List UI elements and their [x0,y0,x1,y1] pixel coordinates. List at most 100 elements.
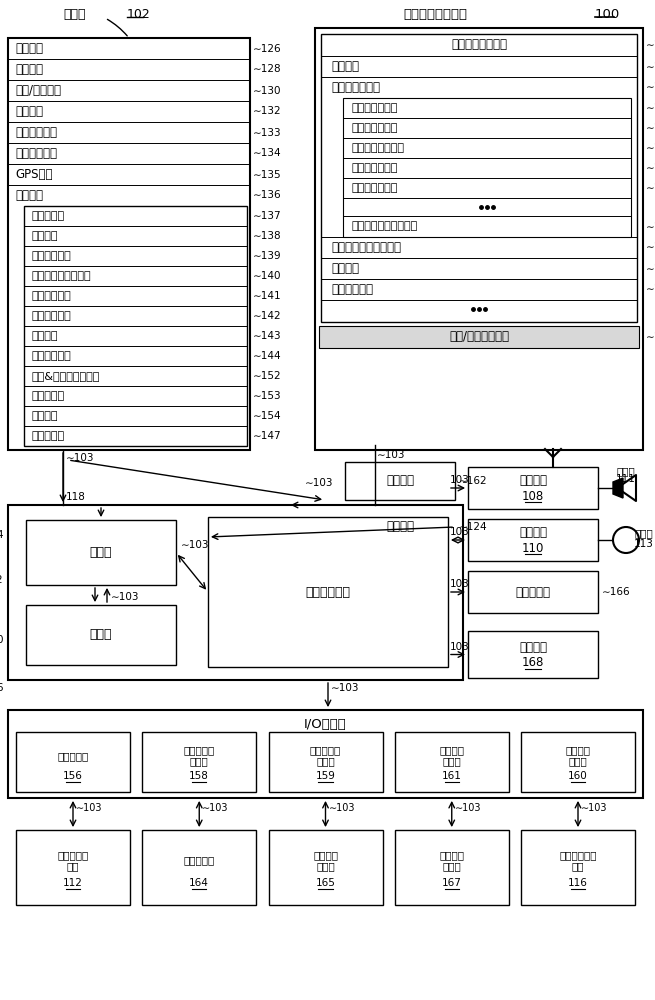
Text: 用户创建的桌面小程序: 用户创建的桌面小程序 [351,222,417,232]
Text: 桌面小程序模块: 桌面小程序模块 [331,81,380,94]
Bar [319,326,639,348]
Text: 接触强度: 接触强度 [313,850,338,860]
Text: 相机模块: 相机模块 [31,331,58,341]
Text: 健身支持模块: 健身支持模块 [31,311,71,321]
Text: 112: 112 [63,879,83,888]
Text: 控制器: 控制器 [442,756,461,766]
Bar [26,605,176,665]
Text: 文本输入模块: 文本输入模块 [15,147,57,160]
Text: 加速度计: 加速度计 [519,641,547,654]
Text: ∼144: ∼144 [253,351,282,361]
Text: 控制器: 控制器 [569,756,588,766]
Text: 浏览器模块: 浏览器模块 [31,431,64,441]
Text: 词典桌面小程序: 词典桌面小程序 [351,183,398,193]
Text: 应用程序（续前）: 应用程序（续前） [451,38,507,51]
Text: 161: 161 [442,771,462,781]
Text: ∼149-2: ∼149-2 [646,123,655,133]
Bar [345,462,455,500]
Text: 便携式多功能设备: 便携式多功能设备 [403,7,467,20]
Text: 110: 110 [522,542,544,554]
Text: ∼149-5: ∼149-5 [646,183,655,193]
Text: ∼103: ∼103 [181,540,210,550]
Text: 触敏显示器: 触敏显示器 [58,850,88,860]
Text: 164: 164 [189,879,209,888]
Text: 联系人模块: 联系人模块 [31,211,64,221]
Text: 其他输入控制: 其他输入控制 [559,850,597,860]
Text: 156: 156 [63,771,83,781]
Text: 电子邮件客户端模块: 电子邮件客户端模块 [31,271,90,281]
Text: ∼148: ∼148 [646,62,655,72]
Text: 159: 159 [316,771,335,781]
Text: ∼132: ∼132 [253,106,282,116]
Text: 电话模块: 电话模块 [31,231,58,241]
Text: 即时消息模块: 即时消息模块 [31,291,71,301]
Text: 外围设备接口: 外围设备接口 [305,585,350,598]
Text: ∼149-6: ∼149-6 [646,222,655,232]
Text: ∼103: ∼103 [581,803,607,813]
Text: ∼155: ∼155 [646,284,655,294]
Text: 桌面小程序创建者模块: 桌面小程序创建者模块 [331,241,401,254]
Text: ∼124: ∼124 [459,522,487,532]
Text: ∼136: ∼136 [253,190,282,200]
Text: I/O子系统: I/O子系统 [304,718,347,730]
Bar [468,519,598,561]
Text: ∼103: ∼103 [76,803,102,813]
Text: ∼138: ∼138 [253,231,282,241]
Text: ∼103: ∼103 [66,453,94,463]
Text: ∼149: ∼149 [646,83,655,93]
Text: 102: 102 [127,7,151,20]
Text: 103: 103 [450,579,470,589]
Text: ∼153: ∼153 [253,391,282,401]
Text: ∼126: ∼126 [253,43,282,53]
Text: 通信模块: 通信模块 [15,63,43,76]
Text: 165: 165 [316,879,335,888]
Text: ∼130: ∼130 [253,86,282,96]
Text: ∼143: ∼143 [253,331,282,341]
Text: 103: 103 [450,642,470,652]
Bar [345,508,455,546]
Text: 天气桌面小程序: 天气桌面小程序 [351,103,398,113]
Bar [142,830,256,905]
Bar [395,732,509,792]
Text: 108: 108 [522,489,544,502]
Text: 触觉输出: 触觉输出 [440,850,464,860]
Text: ∼103: ∼103 [111,592,140,602]
Text: 系统: 系统 [67,861,79,871]
Text: ∼120: ∼120 [0,635,4,645]
Text: 控制器: 控制器 [190,756,209,766]
Bar [16,732,130,792]
Text: ∼136: ∼136 [646,40,655,50]
Text: 显示控制器: 显示控制器 [58,751,88,761]
Polygon shape [613,478,623,498]
Text: 视频会议模块: 视频会议模块 [31,251,71,261]
Text: 存储器: 存储器 [64,7,86,20]
Bar [468,631,598,678]
Text: 传感器: 传感器 [316,861,335,871]
Text: 图像管理模块: 图像管理模块 [31,351,71,361]
Text: GPS模块: GPS模块 [15,168,52,181]
Text: 音频电路: 音频电路 [519,526,547,540]
Text: 118: 118 [66,492,86,502]
Text: 地图模块: 地图模块 [31,411,58,421]
Bar [521,830,635,905]
Text: ∼147: ∼147 [253,431,282,441]
Text: ∼150: ∼150 [646,242,655,252]
Bar [8,505,463,680]
Text: 计算器桌面小程序: 计算器桌面小程序 [351,143,404,153]
Text: ∼152: ∼152 [253,371,282,381]
Text: 控制器: 控制器 [90,546,112,559]
Bar [8,710,643,798]
Text: 麦克风: 麦克风 [635,528,654,538]
Text: 其他输入: 其他输入 [565,746,591,756]
Text: 100: 100 [595,7,620,20]
Bar [208,517,448,667]
Bar [26,520,176,585]
Text: ∼133: ∼133 [253,127,282,137]
Bar [343,98,631,237]
Text: 触觉反馈模块: 触觉反馈模块 [15,126,57,139]
Text: ∼103: ∼103 [329,803,355,813]
Text: 控制器: 控制器 [316,756,335,766]
Text: ∼157: ∼157 [646,332,655,342]
Bar [16,830,130,905]
Bar [321,34,637,322]
